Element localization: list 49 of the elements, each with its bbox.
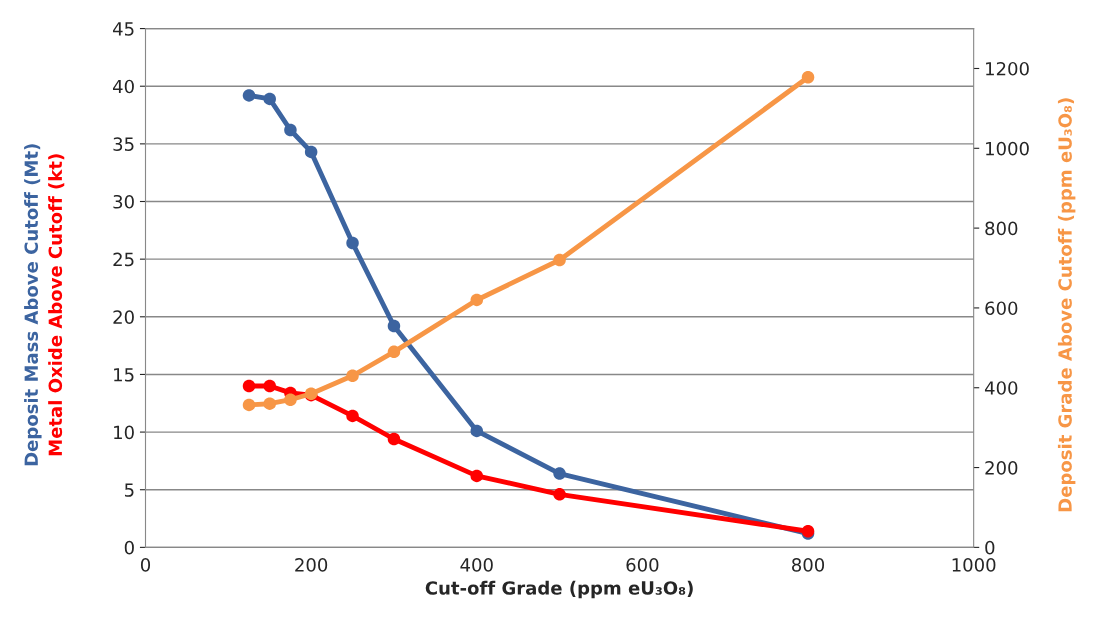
point <box>263 92 276 106</box>
point <box>346 369 359 383</box>
x-tick-label: 1000 <box>952 558 996 572</box>
y-tick-label: 5 <box>124 483 134 497</box>
y-tick-label: 0 <box>124 540 134 555</box>
y2-tick-label: 600 <box>985 301 1018 316</box>
point <box>470 293 484 307</box>
point <box>387 319 401 333</box>
y-tick-label: 45 <box>112 22 134 36</box>
text: Deposit Grade Above Cutoff (ppm eU₃O₈) <box>1057 98 1076 512</box>
x-tick-label: 600 <box>626 558 659 572</box>
point <box>553 488 566 501</box>
x-tick-label: 200 <box>295 558 328 572</box>
point <box>387 345 401 359</box>
text: Metal Oxide Above Cutoff (kt) <box>48 154 65 456</box>
x-axis-title: Cut-off Grade (ppm eU₃O₈) <box>425 580 693 599</box>
point <box>387 432 401 446</box>
y2-tick-label: 0 <box>985 540 995 555</box>
point <box>470 469 484 483</box>
point <box>346 236 359 250</box>
point <box>346 409 359 423</box>
point <box>263 379 276 393</box>
point <box>284 123 297 137</box>
y-tick-label: 30 <box>113 194 134 209</box>
point <box>801 71 815 84</box>
y2-tick-label: 1200 <box>986 61 1029 76</box>
y-tick-label: 25 <box>113 252 134 267</box>
point <box>553 253 566 267</box>
y-tick-label: 10 <box>114 425 134 440</box>
text: Deposit Mass Above Cutoff (Mt) <box>24 144 42 466</box>
y2-tick-label: 1000 <box>986 141 1029 156</box>
y-tick-label: 20 <box>113 310 134 324</box>
point <box>263 397 276 410</box>
x-tick-label: 800 <box>792 558 825 572</box>
point <box>553 467 566 480</box>
x-tick-label: 0 <box>140 558 151 572</box>
y2-tick-label: 200 <box>985 461 1018 475</box>
y-tick-label: 40 <box>112 79 134 94</box>
x-tick-label: 400 <box>460 558 493 572</box>
point <box>242 379 256 393</box>
y2-tick-label: 400 <box>984 381 1018 395</box>
point <box>470 424 484 438</box>
y2-tick-label: 800 <box>985 221 1018 236</box>
point <box>242 398 256 412</box>
point <box>242 89 256 102</box>
point <box>284 393 297 406</box>
point <box>304 145 318 159</box>
y-tick-label: 35 <box>113 137 134 151</box>
y-tick-label: 15 <box>114 368 134 382</box>
